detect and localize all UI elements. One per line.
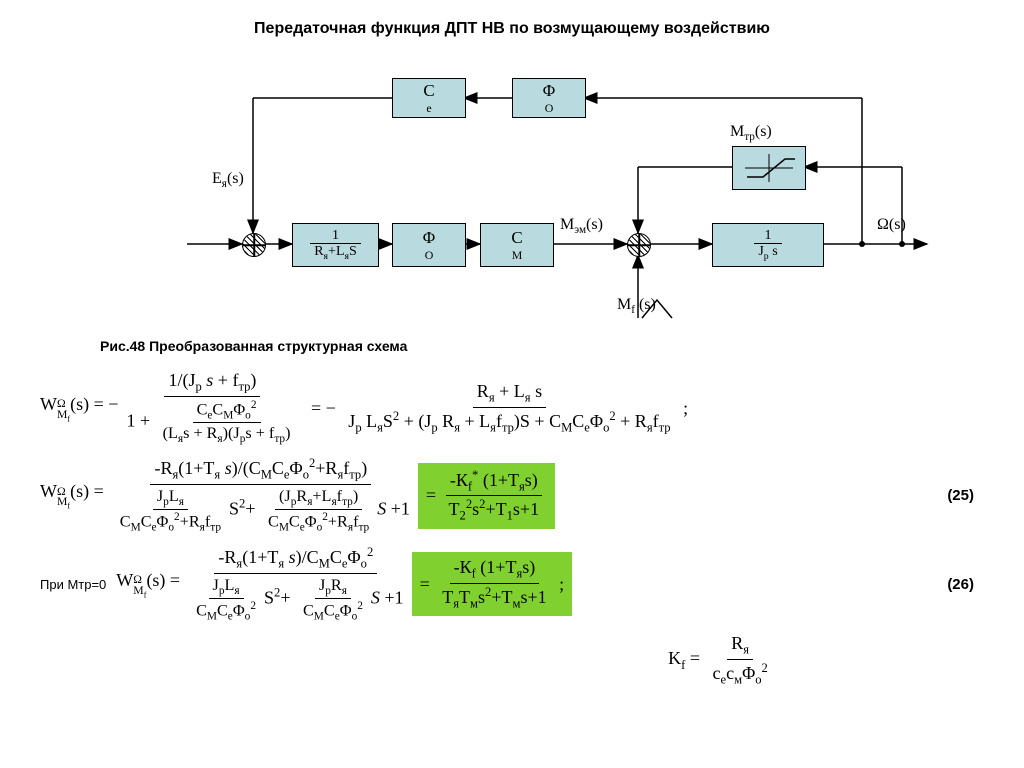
- block-cm: CМ: [480, 223, 554, 267]
- label-mtr: Mтр(s): [730, 123, 772, 143]
- condition-mtr0: При Мтр=0: [40, 577, 106, 592]
- label-ea: Eя(s): [212, 170, 244, 190]
- block-nonlinear: [732, 146, 806, 190]
- eq-number-26: (26): [947, 576, 974, 593]
- block-tf1: 1Rя+LяS: [292, 223, 379, 267]
- block-phi-mid: ΦO: [392, 223, 466, 267]
- equation-26: При Мтр=0 WΩMf(s) = -Rя(1+Tя s)/CМCeΦo2 …: [40, 544, 984, 624]
- equation-25: WΩMf(s) = -Rя(1+Tя s)/(CМCeΦo2+Rяfтр) Jp…: [40, 455, 984, 535]
- label-omega: Ω(s): [877, 216, 906, 234]
- eq-number-25: (25): [947, 487, 974, 504]
- kf-definition: Kf = RяcecмΦo2: [460, 632, 984, 688]
- label-mem: Mэм(s): [560, 216, 603, 236]
- block-ce: Ce: [392, 78, 466, 118]
- page-title: Передаточная функция ДПТ НВ по возмущающ…: [40, 20, 984, 38]
- w-symbol: WΩMf(s) = −: [40, 394, 118, 423]
- equation-1: WΩMf(s) = − 1/(Jp s + fтр) 1 + CeCМΦo2(L…: [40, 369, 984, 447]
- label-mf: Mf (s): [617, 296, 656, 316]
- highlight-25: = -Кf* (1+Tяs)T22s2+T1s+1: [418, 463, 555, 529]
- equations-block: WΩMf(s) = − 1/(Jp s + fтр) 1 + CeCМΦo2(L…: [40, 369, 984, 689]
- block-phi-top: ΦO: [512, 78, 586, 118]
- sum-node-left: [242, 233, 266, 257]
- block-jp: 1Jp s: [712, 223, 824, 267]
- block-diagram: Ce ΦO 1Rя+LяS ΦO CМ 1Jp s Eя(s) Mтр(s) M…: [72, 58, 952, 328]
- highlight-26: = -Кf (1+Tяs)TяTмs2+Tмs+1 ;: [412, 552, 573, 616]
- sum-node-right: [627, 233, 651, 257]
- figure-caption: Рис.48 Преобразованная структурная схема: [100, 338, 984, 354]
